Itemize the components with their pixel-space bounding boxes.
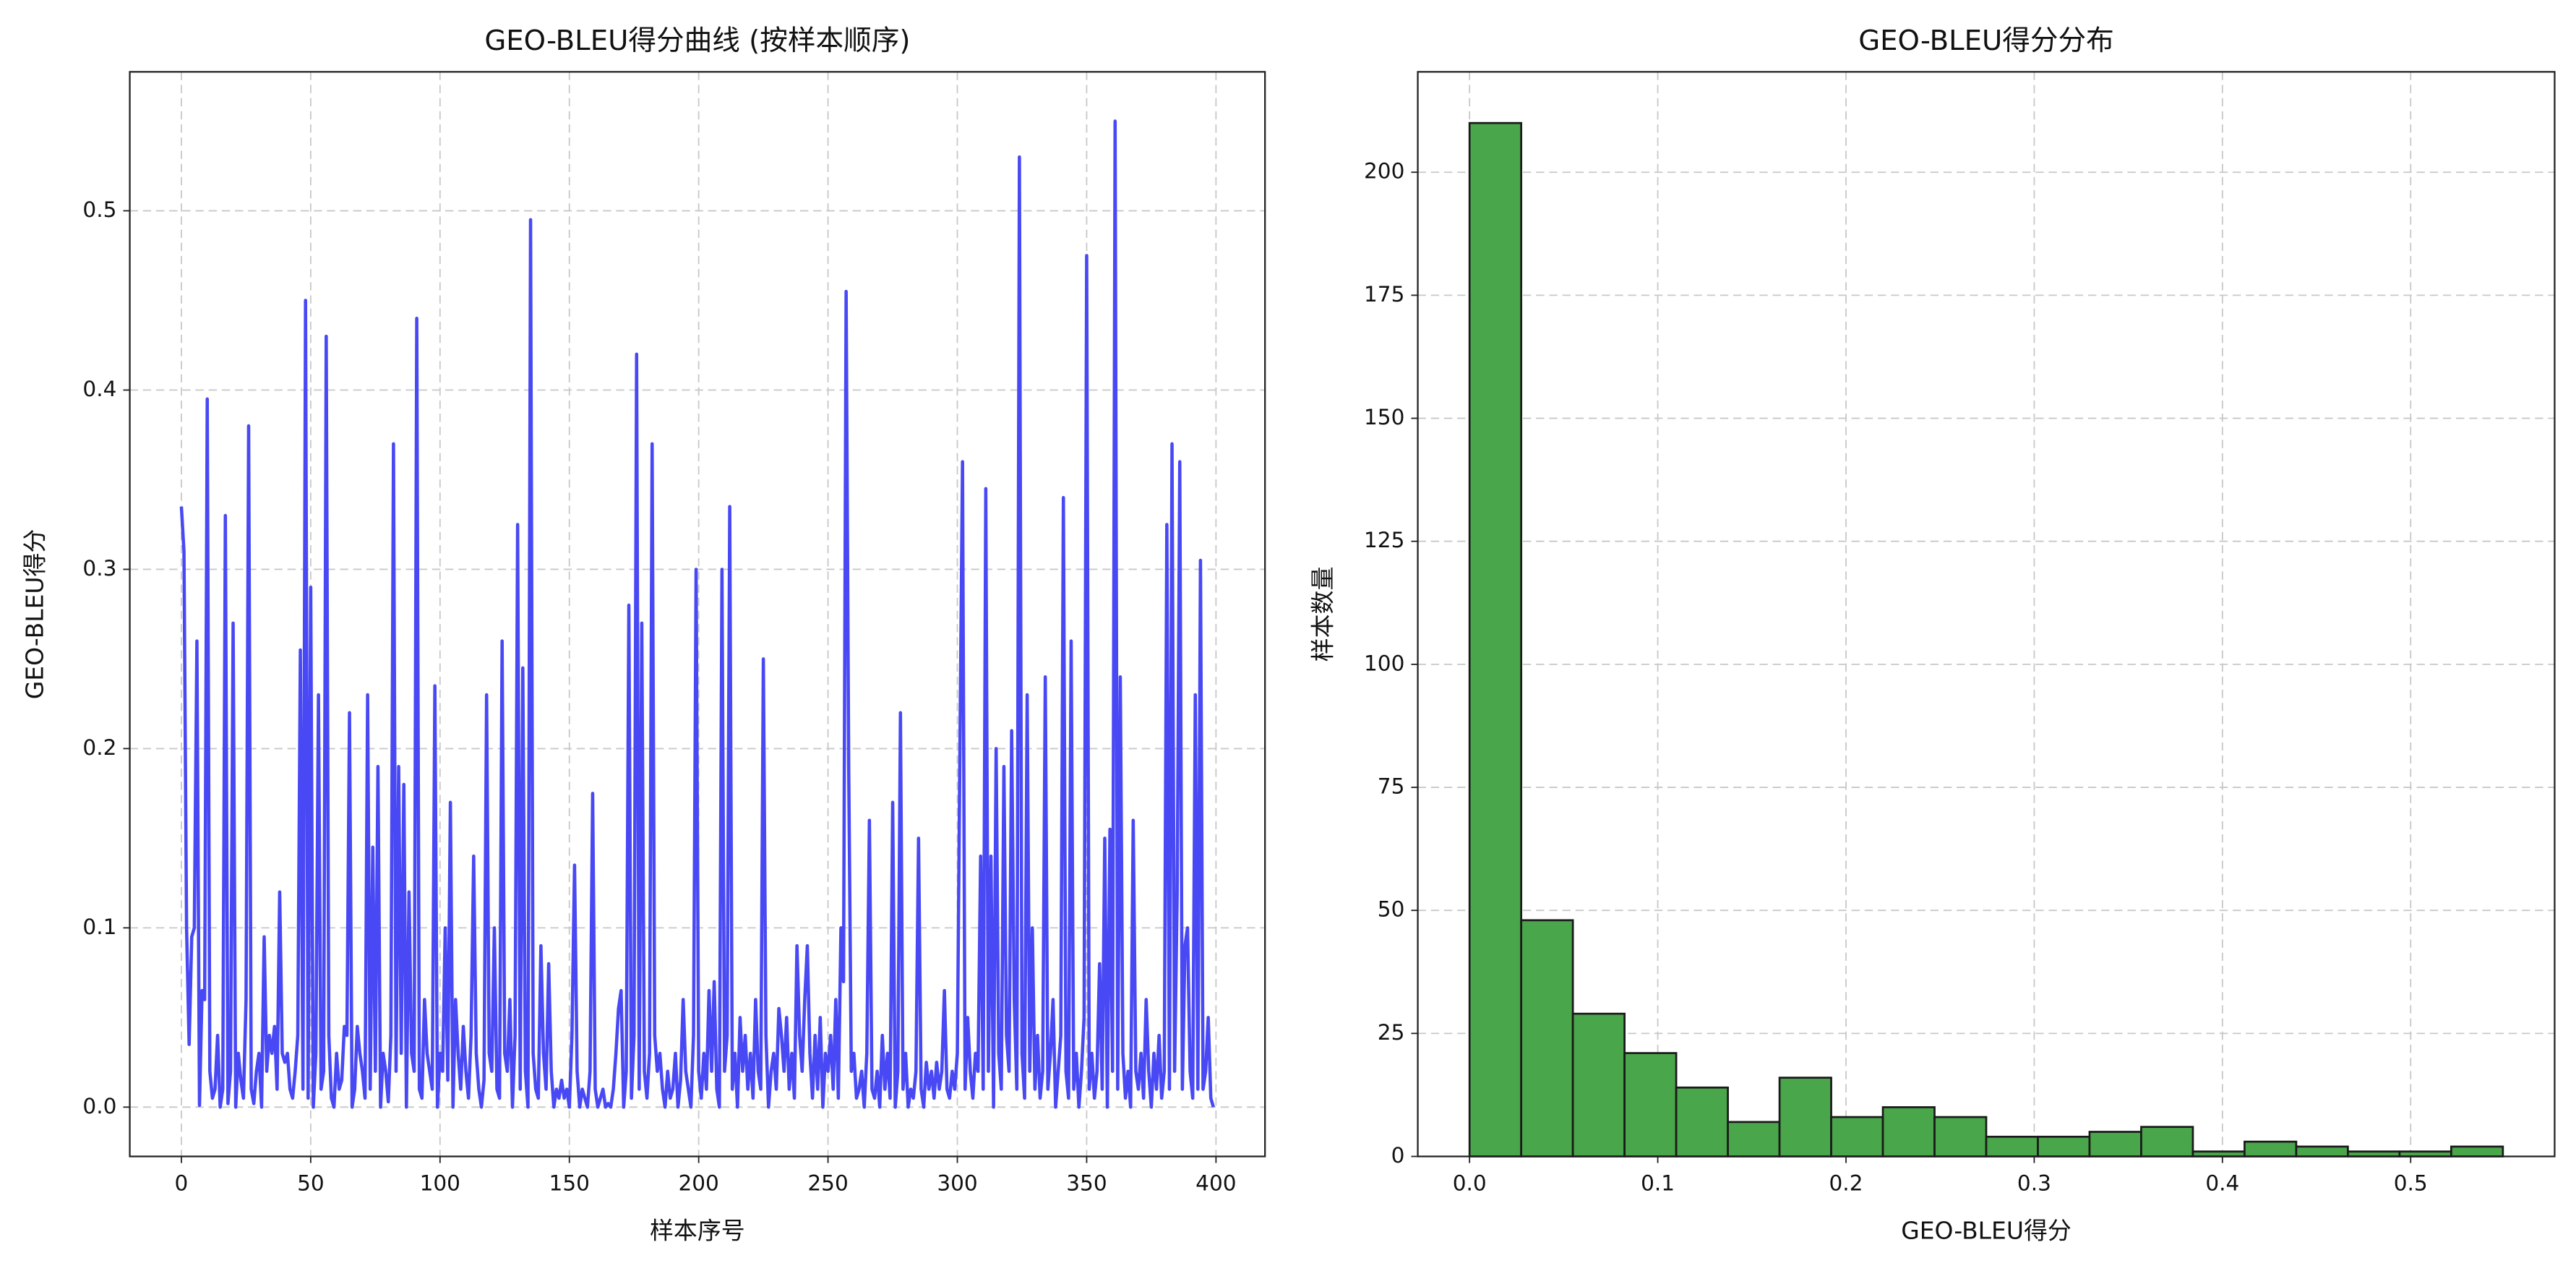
histogram-bar xyxy=(2450,1145,2504,1157)
y-axis-label: 样本数量 xyxy=(1309,567,1337,662)
x-tick-label: 250 xyxy=(807,1171,848,1196)
y-tick-label: 0.4 xyxy=(82,377,116,401)
y-tick-label: 0.0 xyxy=(82,1094,116,1118)
y-tick-label: 100 xyxy=(1364,651,1404,675)
x-tick-label: 150 xyxy=(549,1171,590,1196)
histogram-bar xyxy=(2244,1140,2298,1157)
y-tick-label: 0.5 xyxy=(82,197,116,222)
y-tick-label: 200 xyxy=(1364,159,1404,184)
y-tick-label: 25 xyxy=(1378,1020,1405,1045)
histogram-bar xyxy=(1675,1086,1729,1157)
plot-frame xyxy=(1417,71,2556,1157)
histogram-bar xyxy=(1623,1052,1678,1157)
y-tick-label: 125 xyxy=(1364,528,1404,552)
x-tick-label: 0.3 xyxy=(2017,1171,2051,1196)
y-tick-label: 175 xyxy=(1364,282,1404,307)
data-line xyxy=(179,119,1215,1109)
x-tick-label: 350 xyxy=(1066,1171,1107,1196)
x-tick-label: 300 xyxy=(937,1171,977,1196)
y-tick-label: 50 xyxy=(1378,897,1405,922)
x-axis-label: 样本序号 xyxy=(650,1217,745,1245)
histogram-bar xyxy=(1778,1077,1832,1157)
x-tick-label: 0.5 xyxy=(2394,1171,2428,1196)
x-tick-label: 0.1 xyxy=(1641,1171,1675,1196)
x-tick-label: 0 xyxy=(175,1171,189,1196)
plot-frame xyxy=(129,71,1266,1157)
x-tick-label: 0.4 xyxy=(2205,1171,2239,1196)
y-tick-label: 75 xyxy=(1378,774,1405,799)
histogram-bar xyxy=(1881,1106,1936,1157)
x-tick-label: 400 xyxy=(1195,1171,1236,1196)
x-tick-label: 0.0 xyxy=(1453,1171,1487,1196)
y-tick-label: 0.2 xyxy=(82,735,116,760)
x-tick-label: 200 xyxy=(678,1171,718,1196)
y-axis-label: GEO-BLEU得分 xyxy=(21,529,49,700)
histogram-bar xyxy=(1933,1116,1988,1157)
y-tick-label: 0.3 xyxy=(82,556,116,581)
x-tick-label: 0.2 xyxy=(1829,1171,1863,1196)
x-tick-label: 100 xyxy=(420,1171,460,1196)
histogram-bar xyxy=(1520,919,1574,1157)
y-tick-label: 0 xyxy=(1391,1143,1405,1168)
chart-title: GEO-BLEU得分曲线 (按样本顺序) xyxy=(484,25,910,57)
chart-title: GEO-BLEU得分分布 xyxy=(1858,25,2114,57)
histogram-bar xyxy=(2088,1131,2142,1157)
histogram-bar xyxy=(1727,1121,1781,1157)
x-axis-label: GEO-BLEU得分 xyxy=(1901,1217,2071,1245)
histogram-bar xyxy=(1468,121,1523,1157)
histogram-bar xyxy=(1571,1012,1626,1157)
histogram-bar xyxy=(1985,1135,2039,1157)
y-tick-label: 150 xyxy=(1364,405,1404,429)
histogram-bar xyxy=(1830,1116,1884,1157)
x-tick-label: 50 xyxy=(297,1171,325,1196)
histogram-bar xyxy=(2037,1135,2091,1157)
y-tick-label: 0.1 xyxy=(82,915,116,939)
histogram-bar xyxy=(2295,1145,2349,1157)
histogram-bar xyxy=(2140,1126,2194,1157)
